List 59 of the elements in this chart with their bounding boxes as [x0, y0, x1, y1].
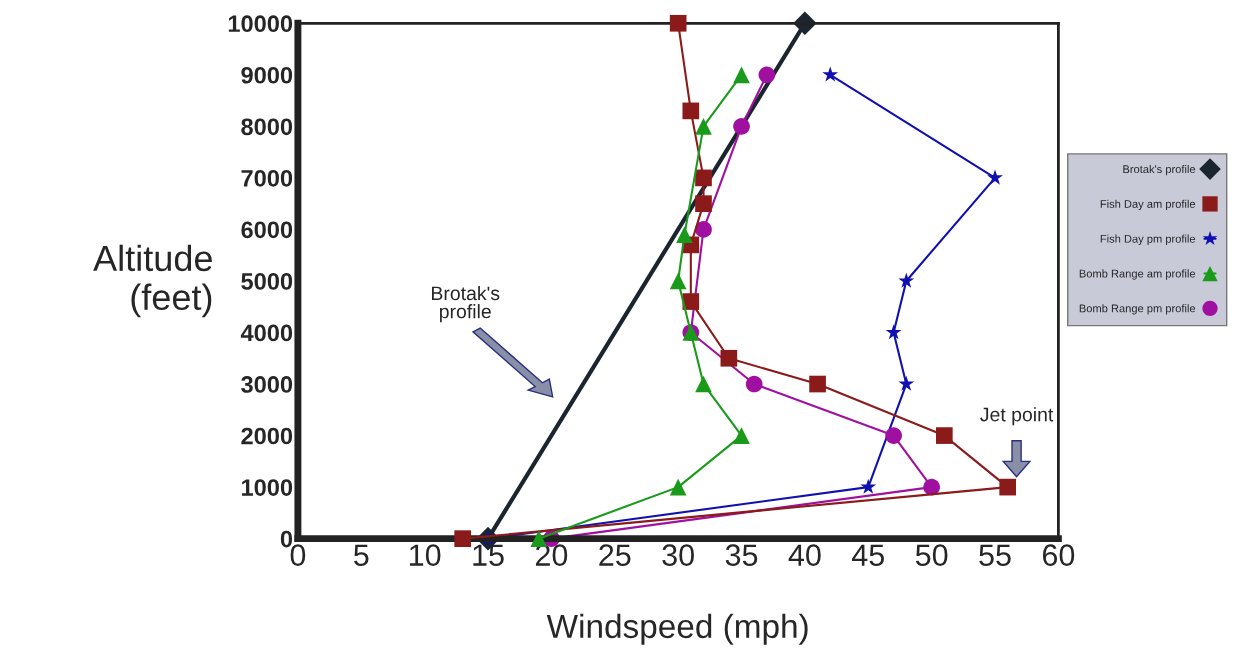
x-tick-label: 25	[599, 544, 631, 566]
point	[676, 226, 693, 243]
y-tick-label: 0	[280, 530, 293, 548]
point	[923, 478, 940, 496]
legend-label: Brotak's profile	[1123, 164, 1196, 176]
x-tick-label: 30	[662, 544, 694, 566]
point	[999, 478, 1017, 496]
point	[682, 102, 700, 120]
x-tick-label: 45	[851, 544, 884, 566]
y-tick-label: 6000	[241, 221, 293, 239]
point	[822, 66, 839, 82]
point	[809, 375, 826, 393]
annotation: Brotak's profile	[432, 285, 500, 323]
legend-label: Fish Day pm profile	[1100, 234, 1196, 245]
legend-label: Bomb Range am profile	[1079, 269, 1196, 280]
y-tick-label: 2000	[241, 427, 293, 445]
x-tick-label: 40	[788, 544, 821, 566]
point	[669, 478, 687, 496]
x-tick-label: 60	[1042, 544, 1075, 566]
legend-label: Bomb Range pm profile	[1079, 304, 1196, 315]
x-tick-label: 50	[915, 544, 948, 566]
point	[669, 14, 687, 32]
point	[695, 375, 712, 393]
y-tick-label: 5000	[241, 273, 293, 290]
point	[733, 118, 750, 135]
point	[695, 118, 712, 135]
point	[695, 169, 712, 187]
point	[733, 66, 750, 84]
x-tick-label: 15	[473, 544, 504, 566]
point	[860, 478, 877, 494]
point	[758, 66, 776, 84]
x-tick-label: 35	[725, 544, 758, 566]
y-tick-label: 9000	[241, 66, 293, 84]
point	[695, 195, 712, 212]
legend-label: Fish Day am profile	[1100, 199, 1196, 211]
y-tick-label: 10000	[228, 15, 293, 33]
point	[733, 427, 750, 444]
y-tick-label: 1000	[242, 479, 293, 496]
annotation: Jet point	[980, 407, 1054, 426]
y-tick-label: 7000	[241, 169, 293, 187]
point	[885, 324, 902, 340]
point	[454, 530, 472, 547]
y-tick-label: 3000	[241, 376, 293, 393]
point	[669, 272, 687, 290]
x-tick-label: 10	[409, 544, 441, 566]
point	[987, 169, 1003, 185]
point	[898, 272, 915, 288]
y-tick-label: 4000	[240, 324, 293, 342]
point	[898, 375, 915, 391]
x-tick-label: 5	[354, 544, 369, 566]
y-tick-label: 8000	[241, 118, 293, 136]
point	[695, 221, 712, 238]
x-axis-title: Windspeed (mph)	[546, 613, 808, 645]
point	[935, 427, 953, 444]
x-tick-label: 55	[979, 544, 1011, 566]
point	[885, 427, 902, 444]
point	[720, 349, 738, 367]
y-axis-title: Altitude (feet)	[93, 244, 212, 318]
point	[745, 375, 763, 393]
